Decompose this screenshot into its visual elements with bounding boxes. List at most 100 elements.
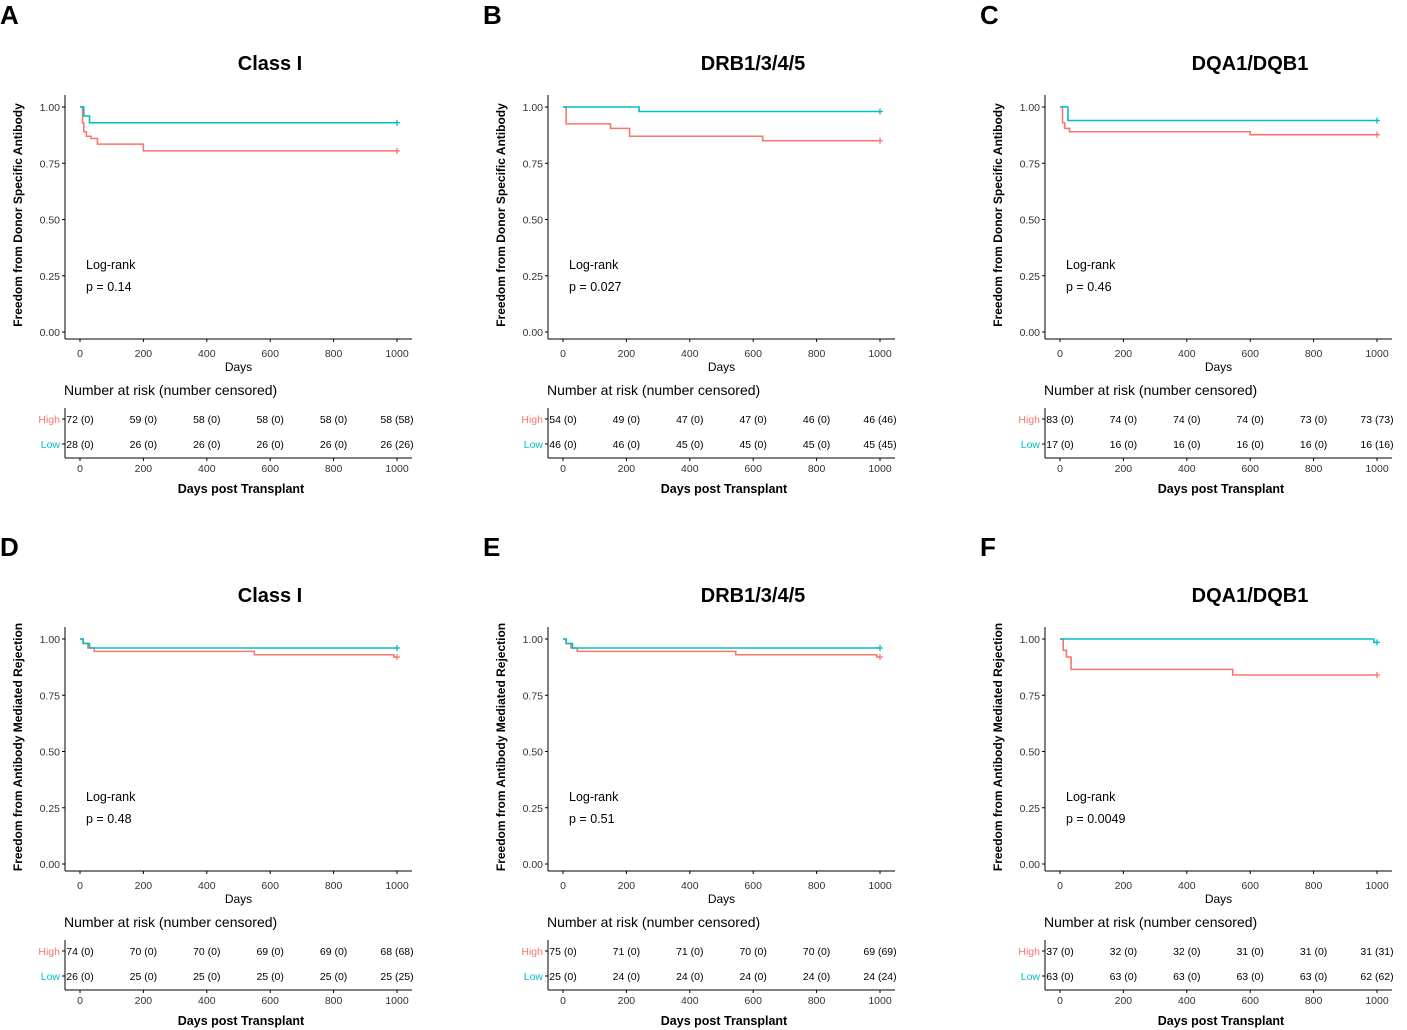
risk-cell-low: 26 (0) xyxy=(66,971,93,983)
censor-mark-low xyxy=(394,645,400,651)
risk-cell-high: 74 (0) xyxy=(1110,414,1137,426)
risk-table-title: Number at risk (number censored) xyxy=(1044,914,1257,930)
risk-cell-low: 63 (0) xyxy=(1046,971,1073,983)
y-tick-label: 0.75 xyxy=(1020,690,1041,702)
x-tick-label: 1000 xyxy=(868,880,892,892)
risk-x-tick-label: 1000 xyxy=(385,995,409,1007)
logrank-label: Log-rank xyxy=(86,790,136,804)
risk-x-axis-label: Days post Transplant xyxy=(661,482,788,496)
risk-cell-low: 26 (26) xyxy=(380,439,413,451)
risk-x-tick-label: 0 xyxy=(1057,463,1063,475)
panel-letter: C xyxy=(980,0,999,30)
panel-letter: D xyxy=(0,532,19,562)
risk-cell-high: 31 (31) xyxy=(1360,946,1393,958)
x-tick-label: 400 xyxy=(681,880,699,892)
km-panel-f: F DQA1/DQB1 Freedom from Antibody Mediated… xyxy=(980,532,1394,1028)
y-tick-label: 0.50 xyxy=(523,215,544,227)
risk-x-tick-label: 600 xyxy=(1241,463,1259,475)
risk-strata-label-high: High xyxy=(38,946,60,958)
y-axis-label: Freedom from Antibody Mediated Rejection xyxy=(11,623,25,871)
y-tick-label: 0.75 xyxy=(523,690,544,702)
risk-cell-high: 59 (0) xyxy=(130,414,157,426)
y-tick-label: 0.50 xyxy=(40,747,61,759)
y-axis-label: Freedom from Donor Specific Antibody xyxy=(494,103,508,327)
risk-cell-high: 46 (46) xyxy=(863,414,896,426)
y-axis-label: Freedom from Antibody Mediated Rejection xyxy=(494,623,508,871)
risk-cell-high: 46 (0) xyxy=(803,414,830,426)
risk-cell-high: 74 (0) xyxy=(66,946,93,958)
x-tick-label: 800 xyxy=(1305,348,1323,360)
x-axis-label: Days xyxy=(225,892,252,906)
risk-cell-high: 37 (0) xyxy=(1046,946,1073,958)
risk-cell-low: 16 (0) xyxy=(1110,439,1137,451)
y-tick-label: 1.00 xyxy=(523,102,544,114)
risk-x-tick-label: 800 xyxy=(325,463,343,475)
y-axis-label: Freedom from Donor Specific Antibody xyxy=(11,103,25,327)
x-tick-label: 600 xyxy=(1241,348,1259,360)
risk-cell-low: 25 (0) xyxy=(320,971,347,983)
risk-x-tick-label: 1000 xyxy=(868,995,892,1007)
y-tick-label: 0.25 xyxy=(1020,271,1041,283)
y-tick-label: 0.25 xyxy=(523,271,544,283)
risk-cell-high: 68 (68) xyxy=(380,946,413,958)
risk-strata-label-high: High xyxy=(38,414,60,426)
x-tick-label: 600 xyxy=(744,880,762,892)
censor-mark-low xyxy=(1374,639,1380,646)
x-tick-label: 1000 xyxy=(385,880,409,892)
risk-cell-low: 63 (0) xyxy=(1110,971,1137,983)
x-tick-label: 0 xyxy=(560,880,566,892)
logrank-label: Log-rank xyxy=(569,790,619,804)
x-tick-label: 1000 xyxy=(868,348,892,360)
y-axis-label: Freedom from Antibody Mediated Rejection xyxy=(991,623,1005,871)
risk-x-tick-label: 200 xyxy=(135,463,153,475)
x-tick-label: 1000 xyxy=(385,348,409,360)
risk-cell-high: 32 (0) xyxy=(1173,946,1200,958)
logrank-label: Log-rank xyxy=(1066,258,1116,272)
censor-mark-low xyxy=(1374,117,1380,124)
risk-cell-high: 58 (0) xyxy=(320,414,347,426)
km-curve-low xyxy=(563,638,880,649)
x-tick-label: 200 xyxy=(618,348,636,360)
risk-cell-high: 49 (0) xyxy=(613,414,640,426)
x-tick-label: 400 xyxy=(1178,880,1196,892)
risk-cell-low: 45 (45) xyxy=(863,439,896,451)
x-tick-label: 200 xyxy=(135,348,153,360)
risk-cell-high: 74 (0) xyxy=(1236,414,1263,426)
risk-cell-low: 45 (0) xyxy=(676,439,703,451)
logrank-label: Log-rank xyxy=(86,258,136,272)
risk-x-tick-label: 200 xyxy=(1115,995,1133,1007)
panel-letter: F xyxy=(980,532,996,562)
y-tick-label: 1.00 xyxy=(40,634,61,646)
km-curve-high xyxy=(1060,638,1377,676)
km-curve-low xyxy=(1060,106,1377,122)
risk-cell-low: 63 (0) xyxy=(1300,971,1327,983)
risk-strata-label-high: High xyxy=(521,946,543,958)
x-tick-label: 200 xyxy=(1115,348,1133,360)
risk-cell-high: 31 (0) xyxy=(1236,946,1263,958)
risk-x-tick-label: 600 xyxy=(744,995,762,1007)
risk-x-tick-label: 200 xyxy=(618,463,636,475)
risk-table-title: Number at risk (number censored) xyxy=(64,914,277,930)
y-tick-label: 1.00 xyxy=(1020,102,1041,114)
risk-cell-low: 26 (0) xyxy=(193,439,220,451)
risk-x-tick-label: 200 xyxy=(618,995,636,1007)
p-value: p = 0.027 xyxy=(569,280,622,294)
risk-cell-low: 26 (0) xyxy=(320,439,347,451)
risk-x-tick-label: 1000 xyxy=(1365,995,1389,1007)
x-tick-label: 0 xyxy=(1057,880,1063,892)
x-tick-label: 800 xyxy=(325,880,343,892)
y-tick-label: 1.00 xyxy=(523,634,544,646)
risk-cell-high: 70 (0) xyxy=(193,946,220,958)
x-tick-label: 1000 xyxy=(1365,348,1389,360)
y-tick-label: 1.00 xyxy=(1020,634,1041,646)
risk-strata-label-low: Low xyxy=(524,971,544,983)
x-tick-label: 0 xyxy=(1057,348,1063,360)
risk-cell-low: 25 (0) xyxy=(130,971,157,983)
km-panel-c: C DQA1/DQB1 Freedom from Donor Specific An… xyxy=(980,0,1394,496)
x-tick-label: 0 xyxy=(77,348,83,360)
censor-mark-high xyxy=(877,137,883,144)
risk-x-tick-label: 800 xyxy=(1305,995,1323,1007)
risk-cell-low: 28 (0) xyxy=(66,439,93,451)
y-tick-label: 0.00 xyxy=(523,327,544,339)
p-value: p = 0.46 xyxy=(1066,280,1112,294)
